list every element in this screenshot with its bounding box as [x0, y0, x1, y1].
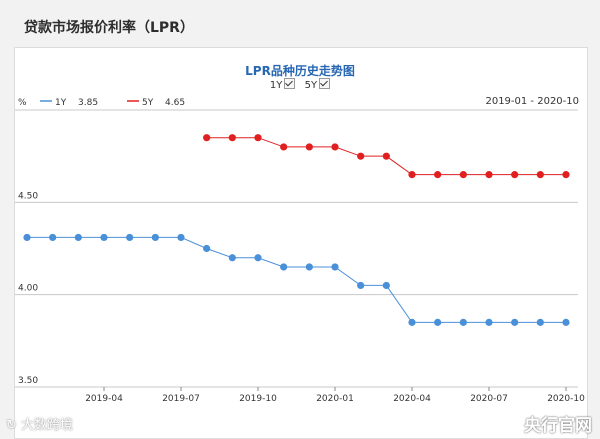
toggle-1y-label: 1Y	[269, 80, 283, 91]
data-point[interactable]	[254, 254, 262, 262]
data-point[interactable]	[536, 318, 544, 326]
data-point[interactable]	[203, 244, 211, 253]
data-point[interactable]	[280, 143, 288, 151]
watermark-right: 央行官网	[524, 416, 592, 436]
data-point[interactable]	[562, 171, 570, 179]
legend-name: 5Y	[142, 98, 154, 108]
x-tick-label: 2020-10	[547, 394, 585, 404]
data-point[interactable]	[49, 233, 57, 242]
data-point[interactable]	[459, 318, 467, 326]
legend-value: 3.85	[78, 98, 98, 108]
x-tick-label: 2019-07	[162, 394, 200, 404]
x-tick-label: 2020-01	[316, 394, 354, 404]
data-point[interactable]	[228, 134, 236, 142]
data-point[interactable]	[357, 152, 365, 160]
y-tick-label: 4.50	[18, 191, 38, 201]
toggle-5y-label: 5Y	[304, 80, 318, 91]
data-point[interactable]	[408, 318, 416, 326]
x-tick-label: 2019-10	[239, 394, 277, 404]
data-point[interactable]	[280, 263, 288, 271]
x-tick-label: 2019-04	[85, 394, 123, 404]
data-point[interactable]	[434, 171, 442, 179]
toggle-1y[interactable]: 1Y	[269, 78, 296, 91]
page-title: 贷款市场报价利率（LPR）	[24, 20, 194, 36]
data-point[interactable]	[536, 171, 544, 179]
data-point[interactable]	[151, 233, 159, 242]
series-layer	[23, 134, 570, 326]
data-point[interactable]	[331, 143, 339, 151]
y-axis: 4.50 4.00 3.50	[18, 191, 38, 386]
watermark-left: ↻ 大数跨境	[6, 414, 73, 433]
watermark-logo-icon: ↻	[6, 418, 17, 433]
data-point[interactable]	[485, 171, 493, 179]
chart-panel	[14, 47, 588, 439]
chart-title: LPR品种历史走势图	[245, 64, 355, 78]
date-range-label: 2019-01 - 2020-10	[485, 96, 579, 107]
data-point[interactable]	[74, 233, 82, 242]
x-tick-label: 2020-04	[393, 394, 431, 404]
legend-value: 4.65	[165, 98, 185, 108]
data-point[interactable]	[305, 143, 313, 151]
data-point[interactable]	[434, 318, 442, 326]
data-point[interactable]	[408, 171, 416, 179]
toggle-5y[interactable]: 5Y	[304, 78, 331, 91]
x-axis: 2019-04 2019-07 2019-10 2020-01 2020-04 2020-…	[85, 387, 585, 404]
data-point[interactable]	[382, 281, 390, 290]
data-point[interactable]	[305, 263, 313, 271]
data-point[interactable]	[331, 263, 339, 271]
toggle-1y-checkbox[interactable]	[284, 78, 296, 89]
series-line	[27, 236, 566, 323]
data-point[interactable]	[177, 233, 185, 242]
chart-header: % 1Y 3.85 5Y 4.65 2019-01 - 2020-10	[18, 96, 579, 108]
data-point[interactable]	[203, 134, 211, 142]
toggle-5y-checkbox[interactable]	[319, 78, 331, 89]
data-point[interactable]	[228, 254, 236, 262]
data-point[interactable]	[126, 233, 134, 242]
data-point[interactable]	[382, 152, 390, 160]
series-toggles: 1Y 5Y	[0, 78, 600, 91]
data-point[interactable]	[562, 318, 570, 326]
watermark-left-text: 大数跨境	[21, 418, 74, 433]
unit-label: %	[18, 98, 27, 108]
legend-name: 1Y	[55, 98, 67, 108]
data-point[interactable]	[485, 318, 493, 326]
x-tick-label: 2020-07	[470, 394, 508, 404]
data-point[interactable]	[511, 318, 519, 326]
data-point[interactable]	[357, 281, 365, 290]
series-5y	[203, 134, 570, 179]
data-point[interactable]	[100, 233, 108, 242]
grid-lines	[15, 109, 578, 388]
y-tick-label: 3.50	[18, 376, 38, 386]
series-1y	[23, 233, 570, 326]
data-point[interactable]	[254, 134, 262, 142]
data-point[interactable]	[459, 171, 467, 179]
y-tick-label: 4.00	[18, 284, 38, 294]
data-point[interactable]	[511, 171, 519, 179]
data-point[interactable]	[23, 233, 31, 242]
